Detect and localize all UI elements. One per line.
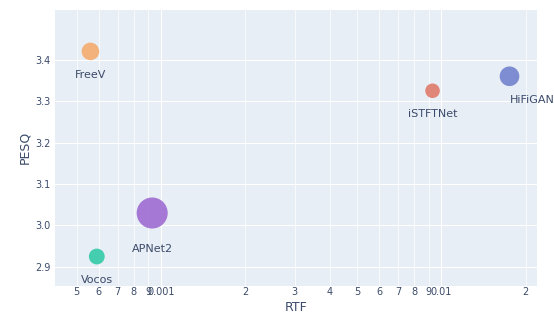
Text: Vocos: Vocos	[81, 275, 113, 285]
X-axis label: RTF: RTF	[285, 301, 308, 314]
Point	[86, 49, 95, 54]
Point	[505, 74, 514, 79]
Point	[93, 254, 101, 259]
Point	[428, 88, 437, 93]
Text: HiFiGAN: HiFiGAN	[510, 95, 554, 105]
Text: FreeV: FreeV	[75, 70, 106, 80]
Text: iSTFTNet: iSTFTNet	[408, 110, 457, 120]
Text: APNet2: APNet2	[132, 244, 173, 254]
Point	[148, 210, 157, 216]
Y-axis label: PESQ: PESQ	[18, 131, 31, 164]
